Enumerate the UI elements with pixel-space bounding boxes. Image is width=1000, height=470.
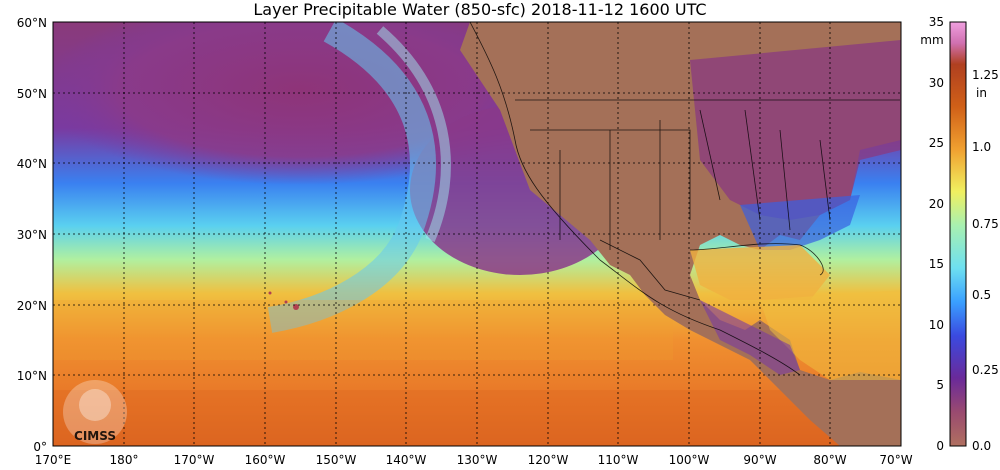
lon-label: 70°W bbox=[879, 453, 912, 467]
mm-tick: 15 bbox=[929, 257, 944, 271]
in-unit-label: in bbox=[976, 86, 987, 100]
political-boundaries bbox=[469, 22, 900, 376]
lon-label: 120°W bbox=[528, 453, 569, 467]
lon-label: 110°W bbox=[598, 453, 639, 467]
mm-tick: 0 bbox=[936, 439, 944, 453]
lon-label: 180° bbox=[110, 453, 139, 467]
mm-tick: 10 bbox=[929, 318, 944, 332]
colorbar: 35 mm 30 25 20 15 10 5 0 1.25 in 1.0 0.7… bbox=[920, 15, 998, 453]
colorbar-gradient bbox=[949, 21, 967, 447]
in-tick: 0.75 bbox=[972, 217, 999, 231]
plot-frame bbox=[52, 21, 902, 447]
lon-label: 160°W bbox=[245, 453, 286, 467]
mm-unit-label: mm bbox=[920, 33, 943, 47]
in-tick: 1.0 bbox=[972, 140, 991, 154]
mm-tick: 35 bbox=[929, 15, 944, 29]
lon-label: 170°E bbox=[35, 453, 72, 467]
lon-label: 170°W bbox=[174, 453, 215, 467]
longitude-labels: 170°E 180° 170°W 160°W 150°W 140°W 130°W… bbox=[35, 453, 913, 467]
lat-label: 60°N bbox=[17, 16, 47, 30]
lon-label: 130°W bbox=[457, 453, 498, 467]
cimss-logo: CIMSS bbox=[63, 380, 127, 444]
lat-label: 0° bbox=[33, 440, 47, 454]
lon-label: 90°W bbox=[743, 453, 776, 467]
chart-title: Layer Precipitable Water (850-sfc) 2018-… bbox=[253, 0, 707, 19]
lon-label: 140°W bbox=[386, 453, 427, 467]
latitude-labels: 60°N 50°N 40°N 30°N 20°N 10°N 0° bbox=[17, 16, 47, 454]
mm-tick: 30 bbox=[929, 76, 944, 90]
in-tick: 0.5 bbox=[972, 288, 991, 302]
map-imagery: CIMSS bbox=[53, 22, 901, 446]
logo-text: CIMSS bbox=[74, 429, 116, 443]
lat-label: 50°N bbox=[17, 87, 47, 101]
in-tick: 1.25 bbox=[972, 68, 999, 82]
mm-tick: 20 bbox=[929, 197, 944, 211]
lat-label: 30°N bbox=[17, 228, 47, 242]
mm-tick: 5 bbox=[936, 378, 944, 392]
lat-label: 10°N bbox=[17, 369, 47, 383]
graticule bbox=[53, 22, 901, 446]
mm-tick: 25 bbox=[929, 136, 944, 150]
in-tick: 0.25 bbox=[972, 363, 999, 377]
lat-label: 40°N bbox=[17, 157, 47, 171]
lon-label: 80°W bbox=[813, 453, 846, 467]
lat-label: 20°N bbox=[17, 299, 47, 313]
lon-label: 100°W bbox=[669, 453, 710, 467]
in-tick: 0.0 bbox=[972, 439, 991, 453]
lon-label: 150°W bbox=[316, 453, 357, 467]
